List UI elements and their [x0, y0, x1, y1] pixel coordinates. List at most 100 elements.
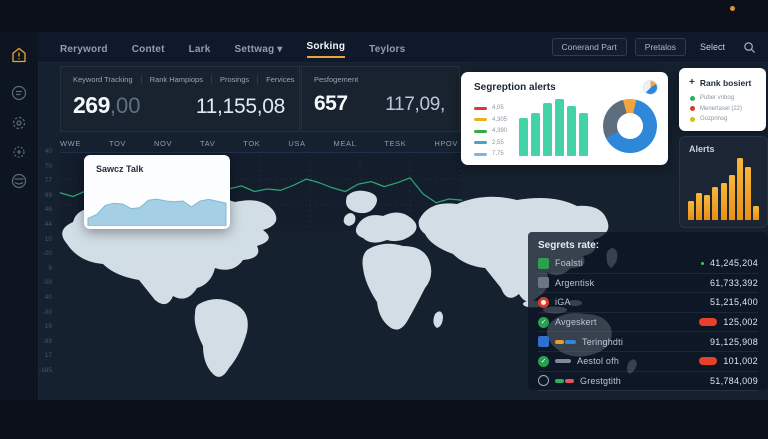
kpi-main-value: 269,00 — [73, 92, 140, 119]
region-tab-wwe[interactable]: WWE — [60, 138, 81, 148]
table-row[interactable]: Argentisk 61,733,392 — [538, 274, 758, 294]
legend-label: Puber vnbog — [700, 95, 735, 101]
top-navigation: Reryword Contet Lark Settwag ▾ Sorking Teylor… — [38, 32, 768, 63]
y-axis-tick: -99 — [42, 337, 52, 345]
bar — [728, 175, 735, 220]
legend-item: Puber vnbog — [690, 95, 766, 101]
y-axis-tick: 17 — [44, 352, 52, 360]
flag-gray-icon — [538, 277, 549, 289]
region-tab-tov[interactable]: TOV — [108, 138, 127, 148]
legend-label: 7,75 — [492, 151, 504, 157]
legend-swatch — [474, 129, 487, 133]
red-badge — [699, 357, 718, 366]
region-tab-nov[interactable]: NOV — [154, 138, 173, 148]
region-tab-tav[interactable]: TAV — [200, 138, 216, 148]
y-axis-tick: 77 — [44, 177, 52, 185]
region-tab-tesk[interactable]: TESK — [384, 138, 407, 148]
action-button[interactable]: Conerand Part — [551, 38, 627, 56]
stats-table-rows: Foalsti 41,245,204 Argentisk 61,733,392 iGA 5… — [538, 254, 758, 392]
plus-icon[interactable]: + — [689, 77, 695, 88]
globe-icon[interactable] — [10, 172, 28, 190]
kpi-tab[interactable]: Fervices — [266, 75, 295, 84]
mini-pie-icon[interactable] — [643, 80, 658, 95]
alerts-title: Alerts — [689, 144, 715, 154]
sawcz-title: Sawcz Talk — [96, 164, 144, 174]
legend-label: Gozprinsg — [700, 116, 728, 122]
check-green-icon: ✓ — [538, 355, 549, 367]
region-tab-usa[interactable]: USA — [288, 138, 306, 148]
legend-dot — [690, 95, 695, 101]
kpi-tab[interactable]: Rank Hampiops — [142, 75, 212, 84]
legend-item: 4,305 — [474, 117, 507, 123]
nav-item-reryword[interactable]: Reryword — [60, 43, 108, 55]
segreption-bar-chart — [519, 94, 588, 156]
bar — [744, 166, 751, 220]
segreption-title: Segreption alerts — [474, 82, 556, 93]
kpi-secondary-value: 11,155,08 — [195, 95, 285, 118]
region-tab-hpov[interactable]: HPOV — [434, 138, 458, 148]
kpi-tab[interactable]: Prosings — [212, 75, 259, 84]
table-row[interactable]: Grestgtith 51,784,009 — [538, 372, 758, 392]
green-dot-icon — [700, 261, 704, 265]
y-axis-tick: 48 — [44, 206, 52, 214]
bar — [688, 201, 694, 220]
flag-green-icon — [538, 257, 549, 269]
bar — [720, 182, 727, 220]
bar-segment — [555, 378, 564, 383]
mini-bar-chart — [555, 378, 574, 383]
table-row[interactable]: Foalsti 41,245,204 — [538, 254, 758, 274]
alerts-bar-chart — [688, 158, 759, 220]
y-axis-tick: 99 — [44, 191, 52, 199]
row-value: 51,215,400 — [709, 297, 758, 308]
legend-swatch — [474, 141, 487, 144]
table-row[interactable]: Teringhdti 91,125,908 — [538, 332, 758, 352]
legend-swatch — [474, 152, 487, 156]
table-row[interactable]: ✓ Aestol ofh 101,002 — [538, 352, 758, 372]
bar — [579, 112, 588, 156]
nav-item-lark[interactable]: Lark — [188, 43, 211, 55]
legend-label: Menertasel (22) — [700, 105, 743, 112]
table-row[interactable]: ✓ Avgeskert 125,002 — [538, 313, 758, 333]
mini-bar-chart — [555, 359, 571, 364]
y-axis-tick: 44 — [44, 221, 52, 228]
select-button[interactable]: Select — [699, 42, 725, 52]
bar — [712, 186, 719, 220]
legend-label: 4,05 — [492, 105, 504, 111]
nav-item-sorking[interactable]: Sorking — [306, 37, 346, 58]
nav-item-teylors[interactable]: Teylors — [369, 43, 406, 55]
row-name: Argentisk — [555, 277, 595, 288]
row-value: 61,733,392 — [709, 277, 758, 288]
gear-icon[interactable] — [10, 114, 28, 132]
list-circle-icon[interactable] — [10, 84, 28, 102]
segreption-alerts-card: Segreption alerts 4,05 4,305 4,390 2,55 7,75 — [461, 72, 668, 165]
kpi-tab[interactable]: Keyword Tracking — [73, 75, 142, 84]
kpi-panel-primary: Keyword Tracking Rank Hampiops Prosings Fer… — [60, 66, 300, 132]
bar — [531, 112, 540, 156]
y-axis-tick: 70 — [44, 162, 52, 170]
region-tabs: WWE TOV NOV TAV TOK USA MEAL TESK HPOV — [60, 134, 458, 152]
gear-star-icon[interactable] — [10, 143, 28, 161]
kpi2-main-value: 657 — [314, 92, 348, 115]
region-tab-tok[interactable]: TOK — [243, 138, 261, 148]
kpi2-title[interactable]: Pesfogement — [314, 75, 359, 84]
legend-swatch — [474, 118, 487, 121]
region-tab-meal[interactable]: MEAL — [333, 138, 357, 148]
bar — [543, 102, 552, 156]
segreption-donut-chart — [603, 99, 657, 153]
kpi-tabs: Keyword Tracking Rank Hampiops Prosings Fer… — [61, 67, 299, 84]
legend-dot — [690, 116, 695, 122]
nav-item-settwag[interactable]: Settwag ▾ — [234, 43, 283, 55]
rank-title: Rank bosiert — [699, 77, 752, 88]
bar — [753, 206, 759, 220]
bar — [555, 98, 564, 156]
bar-segment — [565, 378, 574, 383]
segreption-legend: 4,05 4,305 4,390 2,55 7,75 — [474, 105, 507, 157]
legend-swatch — [474, 106, 487, 110]
legend-item: 7,75 — [474, 151, 507, 157]
search-icon[interactable] — [743, 41, 756, 54]
home-alert-icon[interactable] — [10, 46, 28, 64]
table-row[interactable]: iGA 51,215,400 — [538, 293, 758, 313]
action-button[interactable]: Pretalos — [634, 38, 686, 56]
nav-item-contet[interactable]: Contet — [131, 43, 165, 55]
y-axis-tick: 9 — [48, 264, 52, 272]
